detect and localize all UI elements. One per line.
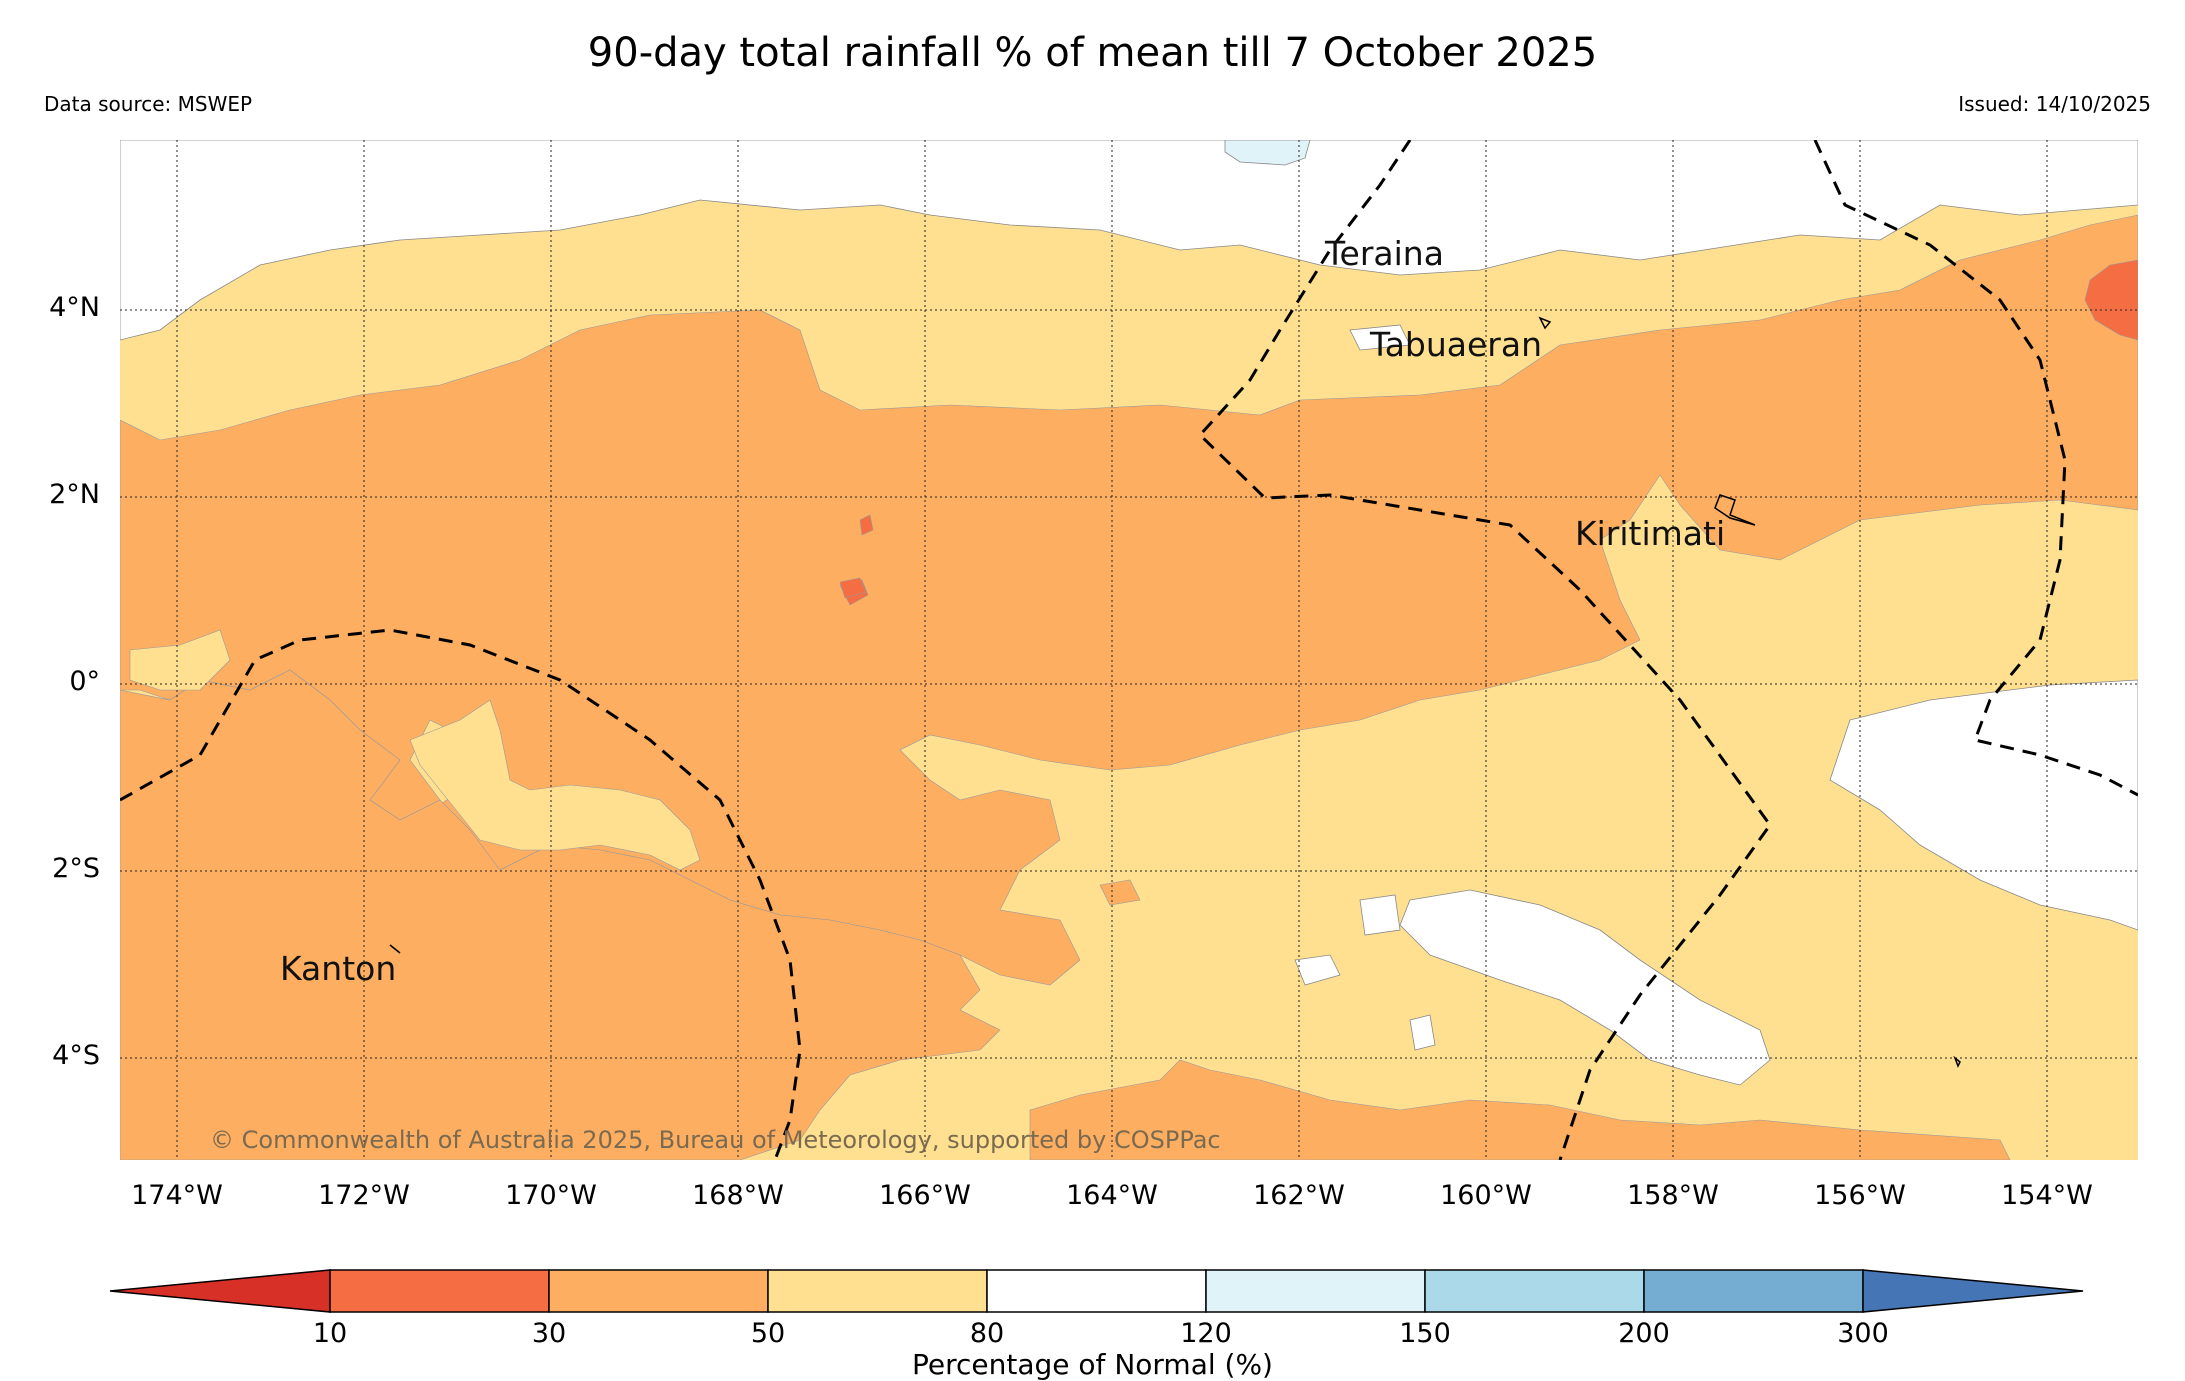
data-source-label: Data source: MSWEP xyxy=(44,92,253,116)
map-title: 90-day total rainfall % of mean till 7 O… xyxy=(587,30,1598,76)
lon-label-168w: 168°W xyxy=(692,1180,784,1211)
colorbar-segment-150-200 xyxy=(1424,1269,1645,1313)
colorbar-tick-120: 120 xyxy=(1180,1318,1232,1349)
lat-label-2n: 2°N xyxy=(49,479,100,510)
colorbar-segment-above-300 xyxy=(1862,1269,2084,1313)
lon-label-160w: 160°W xyxy=(1440,1180,1532,1211)
region-30-50-south xyxy=(120,669,1001,1160)
lon-label-154w: 154°W xyxy=(2001,1180,2093,1211)
colorbar xyxy=(109,1269,2084,1313)
colorbar-tick-30: 30 xyxy=(531,1318,567,1349)
lon-label-174w: 174°W xyxy=(131,1180,223,1211)
colorbar-label: Percentage of Normal (%) xyxy=(912,1348,1273,1381)
lon-label-156w: 156°W xyxy=(1814,1180,1906,1211)
colorbar-tick-50: 50 xyxy=(750,1318,786,1349)
colorbar-segment-120-150 xyxy=(1205,1269,1426,1313)
region-80-120-north xyxy=(120,140,2138,341)
colorbar-segment-200-300 xyxy=(1643,1269,1864,1313)
lon-label-164w: 164°W xyxy=(1066,1180,1158,1211)
eez-boundaries xyxy=(120,140,2138,1160)
colorbar-tick-300: 300 xyxy=(1837,1318,1889,1349)
lat-label-4s: 4°S xyxy=(52,1040,100,1071)
place-label-tabuaeran: Tabuaeran xyxy=(1369,325,1542,364)
graticule xyxy=(120,140,2138,1160)
colorbar-tick-150: 150 xyxy=(1399,1318,1451,1349)
place-label-kiritimati: Kiritimati xyxy=(1575,514,1725,553)
lon-label-170w: 170°W xyxy=(505,1180,597,1211)
place-label-kanton: Kanton xyxy=(280,949,396,988)
islands xyxy=(389,316,1961,1068)
colorbar-segment-30-50 xyxy=(548,1269,769,1313)
issued-date-label: Issued: 14/10/2025 xyxy=(1958,92,2151,116)
colorbar-segment-below-10 xyxy=(109,1269,331,1313)
region-120-150 xyxy=(1224,140,1311,166)
place-label-teraina: Teraina xyxy=(1324,234,1444,273)
region-80-120-south xyxy=(1399,889,1771,1086)
lon-label-162w: 162°W xyxy=(1253,1180,1345,1211)
colorbar-segment-10-30 xyxy=(329,1269,550,1313)
region-80-120-southeast xyxy=(1829,679,2138,931)
lon-label-172w: 172°W xyxy=(318,1180,410,1211)
lon-label-166w: 166°W xyxy=(879,1180,971,1211)
colorbar-segment-50-80 xyxy=(767,1269,988,1313)
colorbar-tick-10: 10 xyxy=(312,1318,348,1349)
copyright-notice: © Commonwealth of Australia 2025, Bureau… xyxy=(210,1126,1221,1154)
lon-label-158w: 158°W xyxy=(1627,1180,1719,1211)
colorbar-tick-200: 200 xyxy=(1618,1318,1670,1349)
lat-label-0: 0° xyxy=(69,666,100,697)
lat-label-2s: 2°S xyxy=(52,853,100,884)
lat-label-4n: 4°N xyxy=(49,292,100,323)
colorbar-tick-80: 80 xyxy=(969,1318,1005,1349)
colorbar-segment-80-120 xyxy=(986,1269,1207,1313)
